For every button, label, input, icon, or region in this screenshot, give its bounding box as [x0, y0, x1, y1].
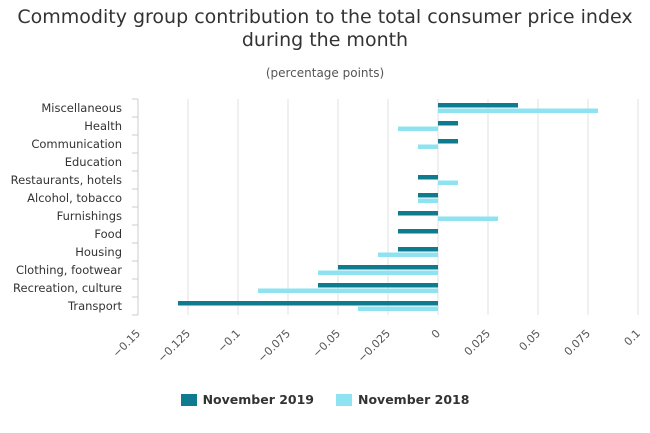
legend-item-series-1[interactable]: November 2019: [180, 392, 314, 407]
category-label: Communication: [31, 137, 122, 151]
bar-2: [418, 144, 438, 149]
category-label: Miscellaneous: [41, 101, 122, 115]
bar-2: [258, 288, 438, 293]
bar-1: [418, 193, 438, 198]
bar-1: [178, 301, 438, 306]
legend-label-series-1: November 2019: [202, 392, 314, 407]
category-label: Education: [65, 155, 122, 169]
bar-1: [398, 247, 438, 252]
x-tick-label: −0.025: [355, 327, 393, 365]
bar-2: [378, 252, 438, 257]
x-tick-label: −0.125: [155, 327, 193, 365]
legend-swatch-series-1: [180, 393, 197, 406]
category-label: Restaurants, hotels: [11, 173, 122, 187]
legend-swatch-series-2: [336, 393, 352, 406]
category-label: Furnishings: [57, 209, 122, 223]
bar-2: [438, 108, 598, 113]
x-tick-label: −0.05: [310, 327, 343, 360]
x-tick-label: 0: [429, 327, 443, 341]
category-label: Housing: [75, 245, 122, 259]
bar-2: [318, 270, 438, 275]
bar-1: [438, 139, 458, 144]
bar-1: [438, 103, 518, 108]
bar-2: [358, 306, 438, 311]
category-label: Alcohol, tobacco: [27, 191, 122, 205]
chart-title: Commodity group contribution to the tota…: [17, 6, 633, 51]
category-label: Clothing, footwear: [16, 263, 122, 277]
legend-item-series-2[interactable]: November 2018: [336, 392, 469, 407]
x-tick-label: 0.025: [462, 327, 493, 358]
x-tick-label: 0.1: [622, 327, 644, 349]
legend-label-series-2: November 2018: [358, 392, 470, 407]
bar-1: [318, 283, 438, 288]
bar-1: [418, 175, 438, 180]
bar-1: [398, 211, 438, 216]
category-label: Health: [84, 119, 122, 133]
bar-2: [438, 180, 458, 185]
x-tick-label: −0.075: [255, 327, 293, 365]
category-label: Recreation, culture: [13, 281, 122, 295]
x-tick-label: 0.05: [517, 327, 544, 354]
chart-subtitle: (percentage points): [265, 66, 385, 80]
bar-2: [398, 126, 438, 131]
category-label: Transport: [67, 299, 122, 313]
category-label: Food: [94, 227, 122, 241]
legend: November 2019 November 2018: [0, 392, 650, 407]
bar-2: [438, 216, 498, 221]
bar-2: [418, 198, 438, 203]
x-tick-label: −0.15: [110, 327, 143, 360]
bar-1: [338, 265, 438, 270]
x-tick-label: 0.075: [562, 327, 593, 358]
bar-chart: Miscellaneous Health Communication Educatio…: [11, 98, 644, 365]
x-tick-label: −0.1: [215, 327, 243, 355]
bar-1: [438, 121, 458, 126]
bar-1: [398, 229, 438, 234]
